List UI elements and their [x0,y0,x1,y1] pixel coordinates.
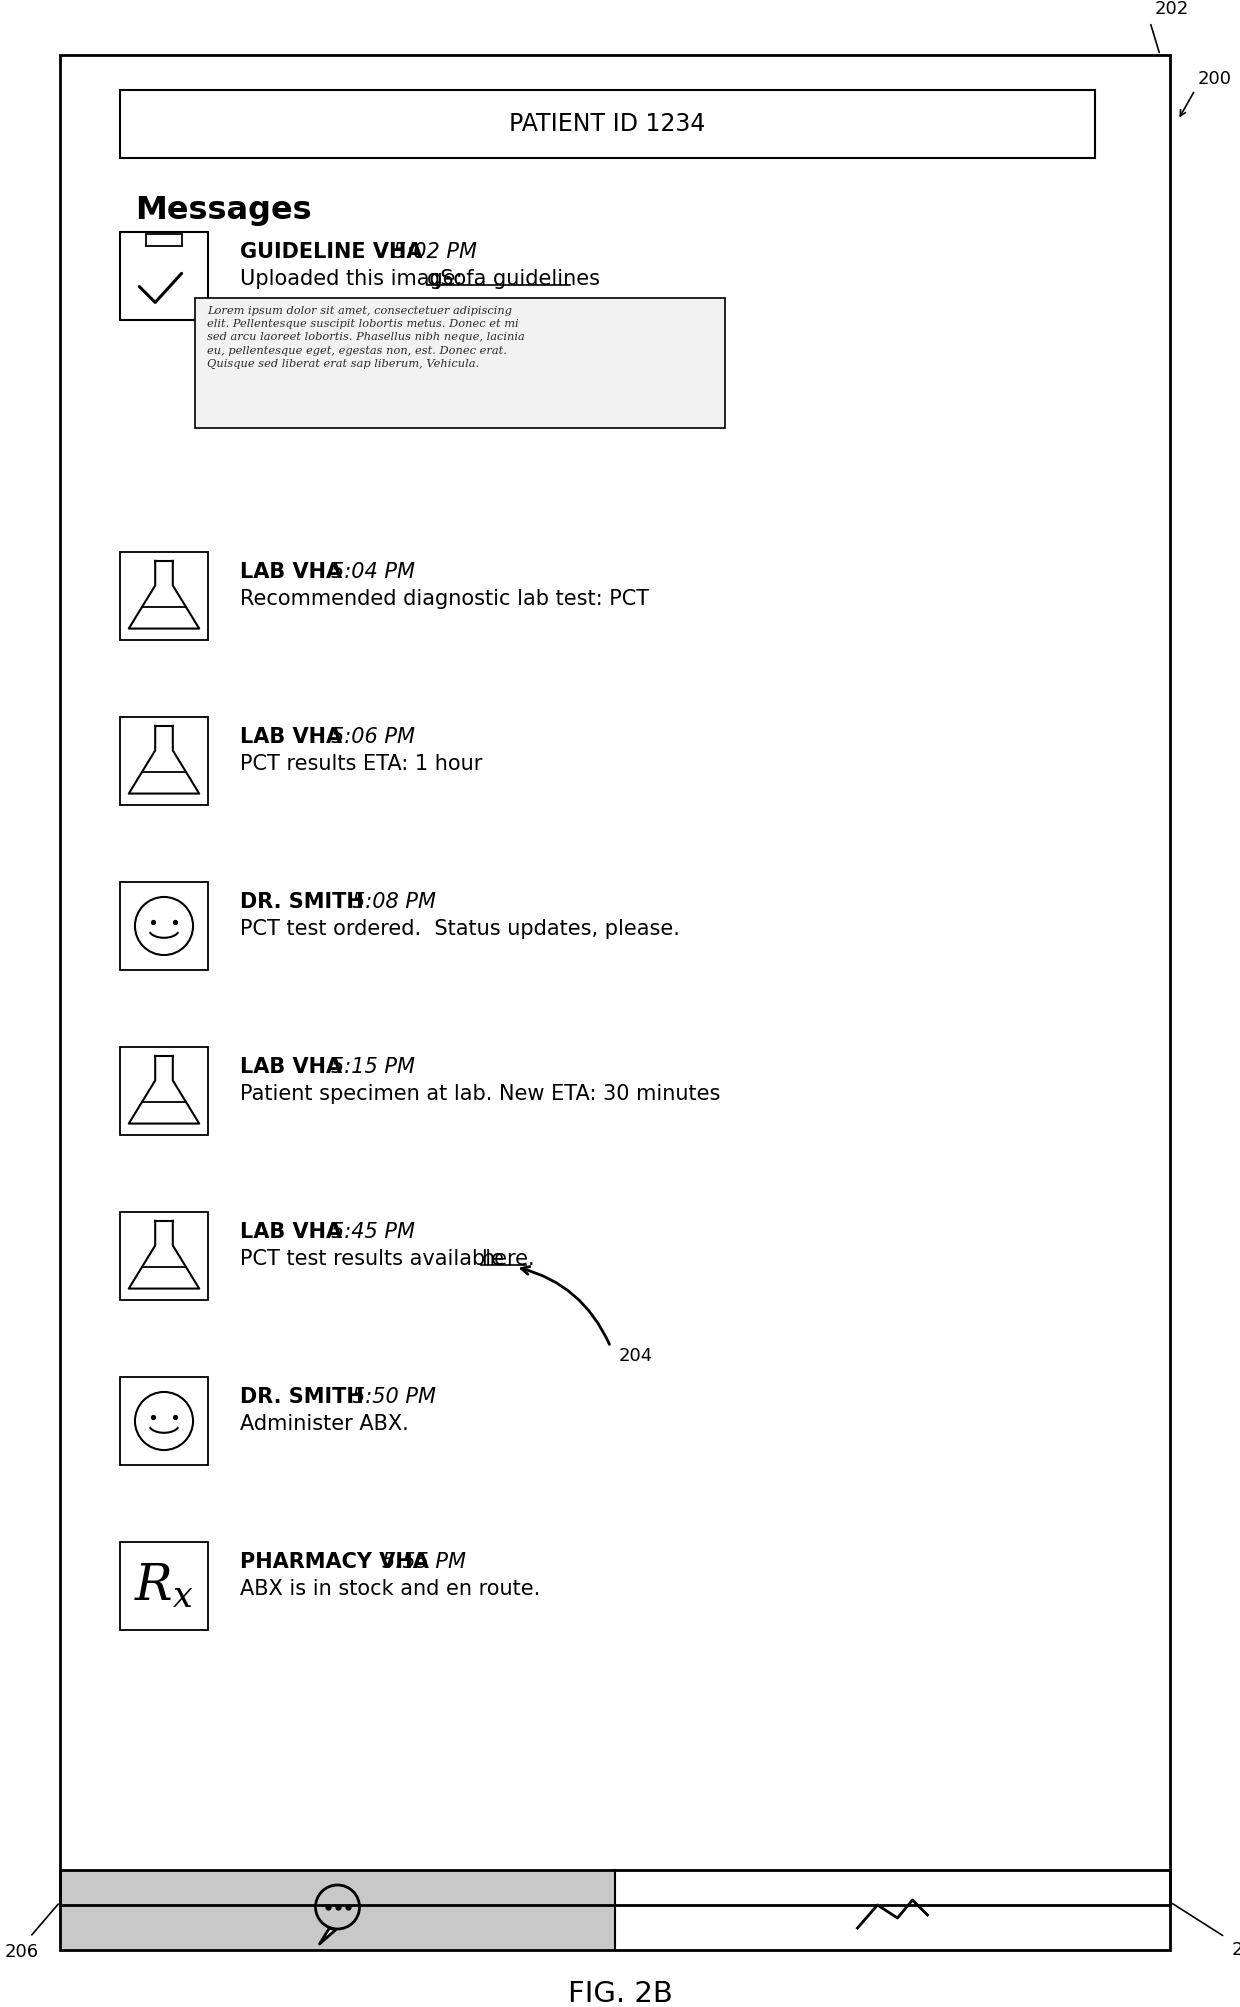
Bar [120,1212,208,1301]
Text: LAB VHA: LAB VHA [241,1058,342,1078]
Text: 202: 202 [1154,0,1189,18]
Text: Lorem ipsum dolor sit amet, consectetuer adipiscing
elit. Pellentesque suscipit : Lorem ipsum dolor sit amet, consectetuer… [207,305,525,369]
Text: 5:06 PM: 5:06 PM [331,727,415,747]
Bar [120,90,1095,159]
Text: FIG. 2B: FIG. 2B [568,1981,672,2007]
Text: GUIDELINE VHA: GUIDELINE VHA [241,243,423,263]
Text: here.: here. [481,1248,534,1268]
Bar [195,297,725,427]
Bar [60,1871,615,1951]
Text: Patient specimen at lab. New ETA: 30 minutes: Patient specimen at lab. New ETA: 30 min… [241,1084,720,1104]
Text: PCT test results available: PCT test results available [241,1248,511,1268]
Text: PATIENT ID 1234: PATIENT ID 1234 [510,112,706,136]
Text: LAB VHA: LAB VHA [241,1222,342,1242]
Text: Uploaded this image:: Uploaded this image: [241,269,469,289]
Text: ABX is in stock and en route.: ABX is in stock and en route. [241,1580,541,1600]
Bar [120,552,208,640]
Text: DR. SMITH: DR. SMITH [241,891,363,911]
Text: qSofa guidelines: qSofa guidelines [428,269,600,289]
Text: Recommended diagnostic lab test: PCT: Recommended diagnostic lab test: PCT [241,588,649,608]
Bar [120,881,208,969]
Text: $\mathregular{R_x}$: $\mathregular{R_x}$ [134,1561,193,1612]
Text: 5:50 PM: 5:50 PM [352,1387,435,1407]
Bar [120,233,208,319]
Text: DR. SMITH: DR. SMITH [241,1387,363,1407]
Text: LAB VHA: LAB VHA [241,727,342,747]
Text: 5:02 PM: 5:02 PM [393,243,476,263]
Text: 206: 206 [5,1943,40,1961]
Text: Administer ABX.: Administer ABX. [241,1415,409,1433]
Bar [120,1048,208,1136]
Text: 5:55 PM: 5:55 PM [382,1551,466,1571]
Text: PCT results ETA: 1 hour: PCT results ETA: 1 hour [241,755,482,775]
Bar [145,235,182,247]
Text: LAB VHA: LAB VHA [241,562,342,582]
Bar [60,54,1171,1905]
Text: 208: 208 [1233,1941,1240,1959]
Text: PCT test ordered.  Status updates, please.: PCT test ordered. Status updates, please… [241,919,680,939]
Text: 5:08 PM: 5:08 PM [352,891,435,911]
Text: PHARMACY VHA: PHARMACY VHA [241,1551,429,1571]
Text: 5:45 PM: 5:45 PM [331,1222,415,1242]
Text: 5:15 PM: 5:15 PM [331,1058,415,1078]
Text: 200: 200 [1198,70,1233,88]
Text: 5:04 PM: 5:04 PM [331,562,415,582]
Bar [60,1871,1171,1951]
Bar [120,716,208,805]
Text: 204: 204 [619,1347,652,1365]
Polygon shape [320,1929,336,1945]
Bar [120,1541,208,1630]
Bar [120,1377,208,1465]
Text: Messages: Messages [135,195,311,227]
